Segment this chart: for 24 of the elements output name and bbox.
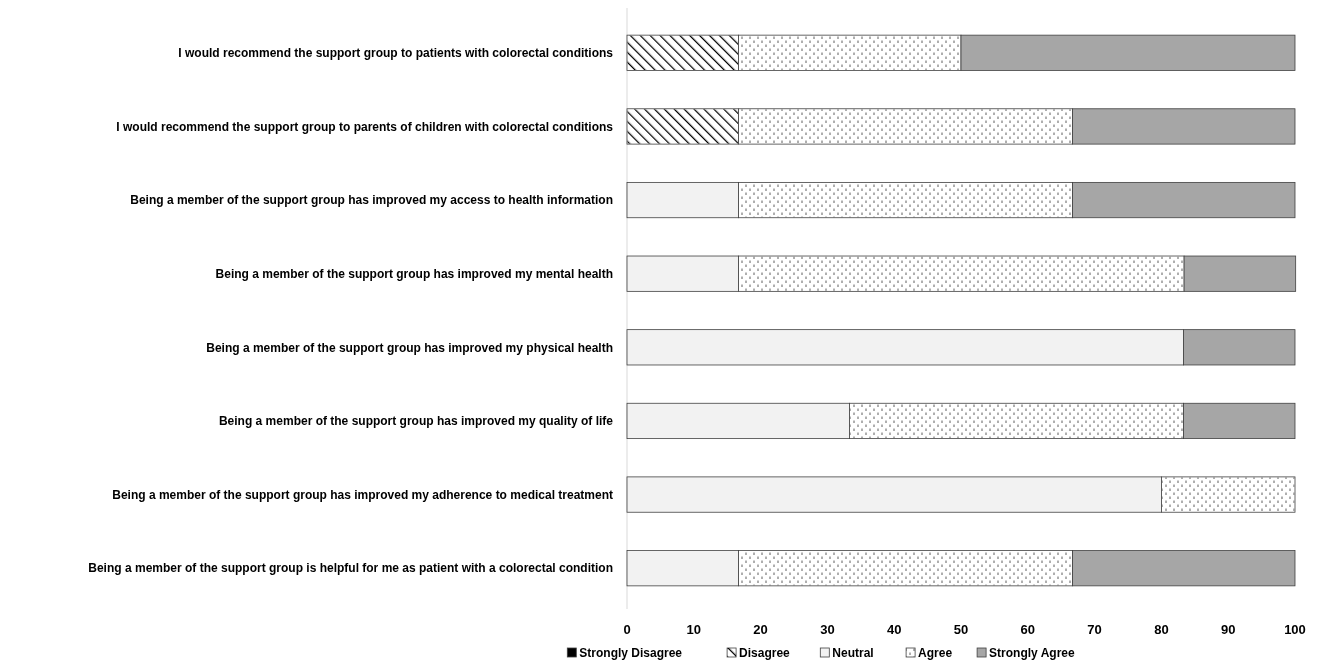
y-tick-label: Being a member of the support group has improved my physical health (206, 340, 613, 355)
y-tick-label: Being a member of the support group is helpful for me as patient with a colorectal condition (88, 561, 613, 576)
legend-label: Strongly Agree (989, 646, 1075, 660)
legend-label: Disagree (739, 646, 791, 660)
x-tick-label: 100 (1284, 622, 1306, 637)
y-tick-label: Being a member of the support group has improved my mental health (215, 266, 613, 281)
x-tick-label: 0 (623, 622, 631, 637)
x-tick-label: 60 (1020, 622, 1036, 637)
x-tick-label: 90 (1220, 622, 1236, 637)
x-tick-label: 10 (686, 622, 702, 637)
legend-label: Neutral (832, 646, 874, 660)
x-tick-label: 50 (953, 622, 969, 637)
x-tick-label: 80 (1154, 622, 1169, 637)
x-tick-label: 40 (886, 622, 902, 637)
x-tick-label: 20 (753, 622, 768, 637)
x-tick-label: 70 (1087, 622, 1102, 637)
y-tick-label: Being a member of the support group has improved my adherence to medical treatment (112, 487, 613, 502)
y-tick-label: I would recommend the support group to parents of children with colorectal conditions (116, 119, 614, 134)
legend-label: Agree (918, 646, 953, 660)
y-tick-label: Being a member of the support group has improved my access to health information (130, 193, 613, 208)
y-tick-label: I would recommend the support group to patients with colorectal conditions (178, 46, 614, 61)
legend-label: Strongly Disagree (579, 646, 683, 660)
x-tick-label: 30 (820, 622, 835, 637)
y-tick-label: Being a member of the support group has improved my quality of life (218, 414, 614, 429)
